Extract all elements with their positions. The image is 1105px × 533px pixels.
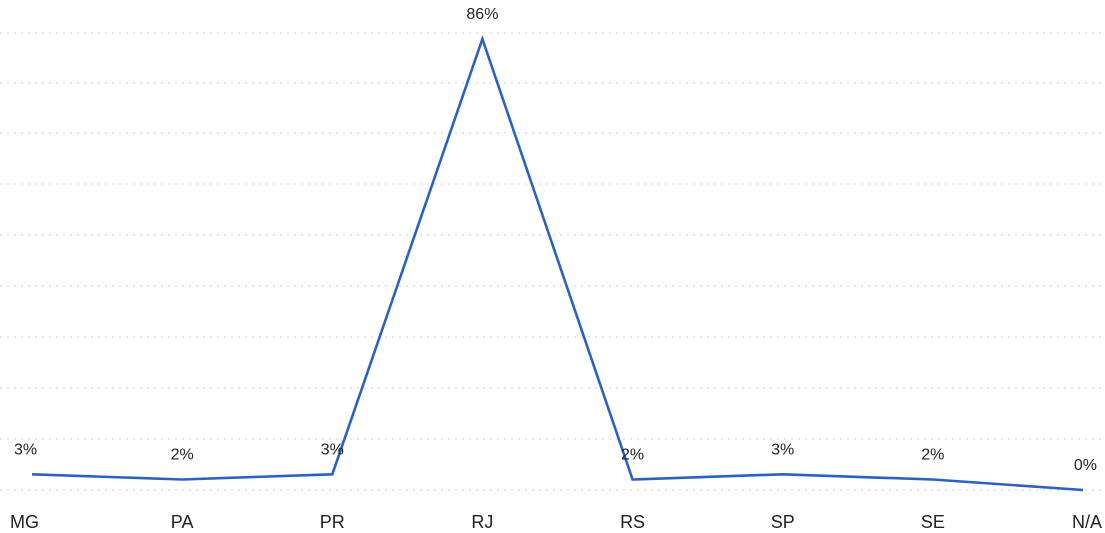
data-label: 3% [14, 441, 37, 458]
data-label: 3% [771, 441, 794, 458]
x-tick-label: SE [921, 512, 945, 532]
data-label: 3% [321, 441, 344, 458]
x-tick-label: RS [620, 512, 645, 532]
x-tick-label: PR [320, 512, 345, 532]
x-tick-label: SP [771, 512, 795, 532]
data-label: 2% [621, 447, 644, 464]
x-tick-label: RJ [471, 512, 493, 532]
gridlines [0, 32, 1105, 491]
series-line [31, 34, 1084, 492]
x-axis-tick-labels: MG PA PR RJ RS SP SE N/A [10, 512, 1102, 532]
x-tick-label: PA [171, 512, 194, 532]
data-label: 86% [466, 6, 498, 23]
x-tick-label: MG [10, 512, 39, 532]
data-label: 2% [171, 447, 194, 464]
data-label: 0% [1074, 457, 1097, 474]
x-tick-label: N/A [1072, 512, 1102, 532]
data-labels: 3% 2% 3% 86% 2% 3% 2% 0% [14, 6, 1097, 474]
data-label: 2% [921, 447, 944, 464]
